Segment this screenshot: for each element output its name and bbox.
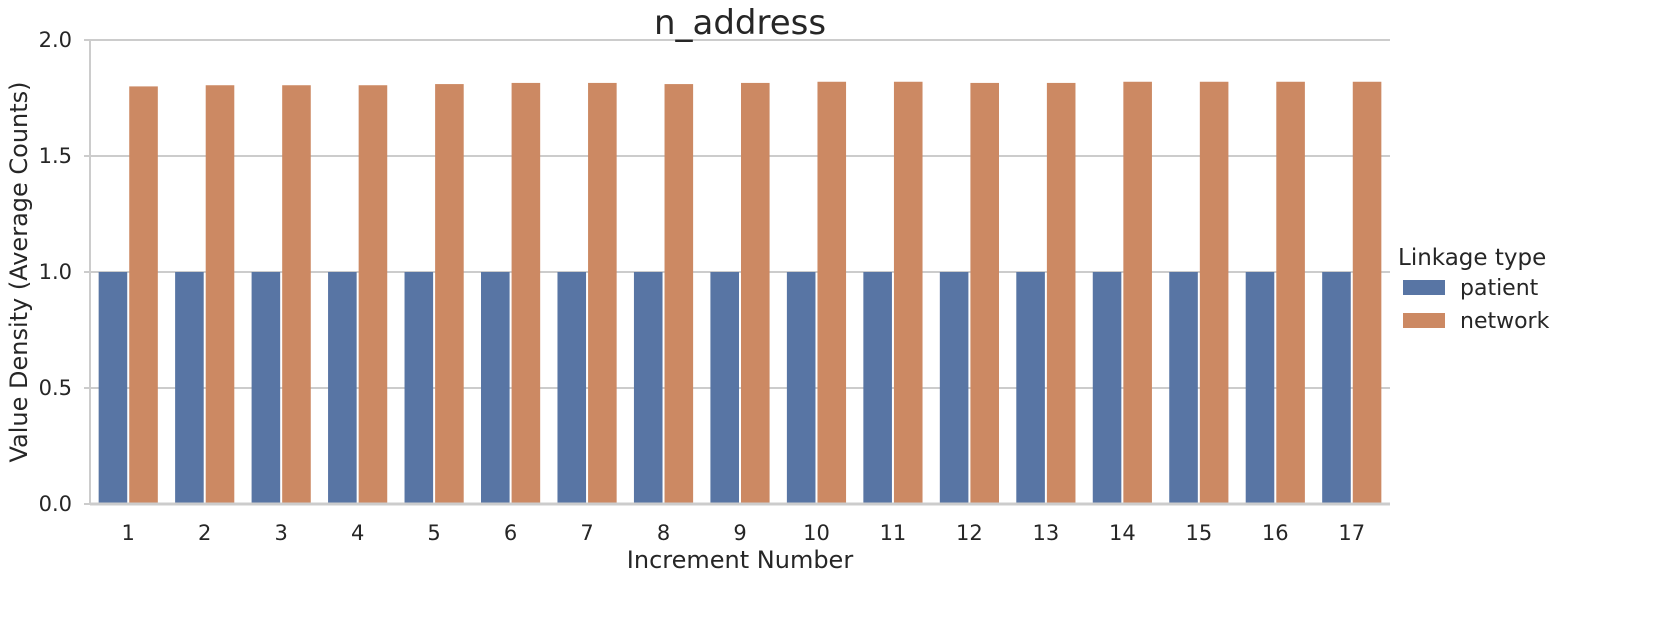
y-tick-label: 2.0	[39, 28, 72, 52]
x-tick-label: 6	[504, 521, 517, 545]
legend-label-patient: patient	[1460, 276, 1539, 301]
bar-patient-9	[710, 272, 739, 504]
bar-network-14	[1123, 81, 1152, 504]
bar-network-11	[893, 81, 923, 504]
y-tick-label: 1.0	[39, 260, 72, 284]
x-tick-label: 16	[1262, 521, 1289, 545]
x-tick-label: 4	[351, 521, 364, 545]
y-tick-label: 1.5	[39, 144, 72, 168]
bar-network-9	[741, 82, 770, 505]
bar-patient-3	[251, 272, 281, 504]
x-tick-label: 7	[580, 521, 593, 545]
bar-patient-10	[786, 272, 816, 504]
bar-patient-4	[328, 272, 357, 504]
bar-network-4	[358, 85, 388, 505]
x-tick-label: 9	[733, 521, 746, 545]
x-tick-label: 15	[1185, 521, 1212, 545]
bar-patient-16	[1245, 272, 1275, 504]
bars	[98, 81, 1382, 505]
x-tick-label: 17	[1338, 521, 1365, 545]
x-tick-label: 12	[956, 521, 983, 545]
legend: Linkage type patient network	[1398, 245, 1550, 334]
bar-patient-17	[1322, 272, 1351, 504]
bar-patient-14	[1092, 272, 1122, 504]
bar-network-8	[664, 84, 694, 504]
bar-patient-7	[557, 272, 587, 504]
y-tick-labels: 0.0 0.5 1.0 1.5 2.0	[39, 28, 72, 516]
legend-label-network: network	[1460, 309, 1550, 334]
x-tick-label: 13	[1033, 521, 1060, 545]
x-tick-label: 1	[122, 521, 135, 545]
y-tick-label: 0.5	[39, 376, 72, 400]
x-tick-label: 2	[198, 521, 211, 545]
legend-swatch-network	[1403, 313, 1445, 328]
x-tick-labels: 1 2 3 4 5 6 7 8 9 10 11 12 13 14 15 16 17	[122, 521, 1366, 545]
legend-title: Linkage type	[1398, 245, 1546, 271]
x-tick-label: 11	[880, 521, 907, 545]
x-tick-label: 8	[657, 521, 670, 545]
legend-swatch-patient	[1403, 280, 1445, 295]
bar-patient-11	[863, 272, 892, 504]
bar-patient-5	[404, 272, 434, 504]
bar-network-6	[511, 82, 541, 505]
bar-network-1	[129, 86, 158, 505]
x-tick-label: 3	[274, 521, 287, 545]
x-tick-label: 14	[1109, 521, 1136, 545]
bar-network-15	[1199, 81, 1229, 504]
bar-patient-15	[1169, 272, 1198, 504]
bar-patient-1	[98, 272, 128, 504]
y-tick-label: 0.0	[39, 492, 72, 516]
bar-patient-12	[939, 272, 969, 504]
bar-patient-8	[633, 272, 663, 504]
bar-patient-2	[175, 272, 204, 504]
bar-network-13	[1046, 82, 1076, 505]
bar-patient-13	[1016, 272, 1045, 504]
bar-network-3	[282, 85, 311, 505]
y-axis-label: Value Density (Average Counts)	[5, 81, 33, 462]
bar-patient-6	[481, 272, 510, 504]
bar-network-17	[1352, 81, 1382, 504]
bar-network-7	[588, 82, 617, 505]
x-axis-label: Increment Number	[627, 546, 854, 574]
x-tick-label: 10	[803, 521, 830, 545]
bar-network-5	[435, 84, 464, 504]
bar-network-10	[817, 81, 847, 504]
bar-network-16	[1276, 81, 1305, 504]
x-tick-label: 5	[427, 521, 440, 545]
chart-title: n_address	[654, 3, 826, 43]
axes	[89, 40, 1390, 506]
bar-network-12	[970, 82, 999, 505]
bar-network-2	[205, 85, 235, 505]
